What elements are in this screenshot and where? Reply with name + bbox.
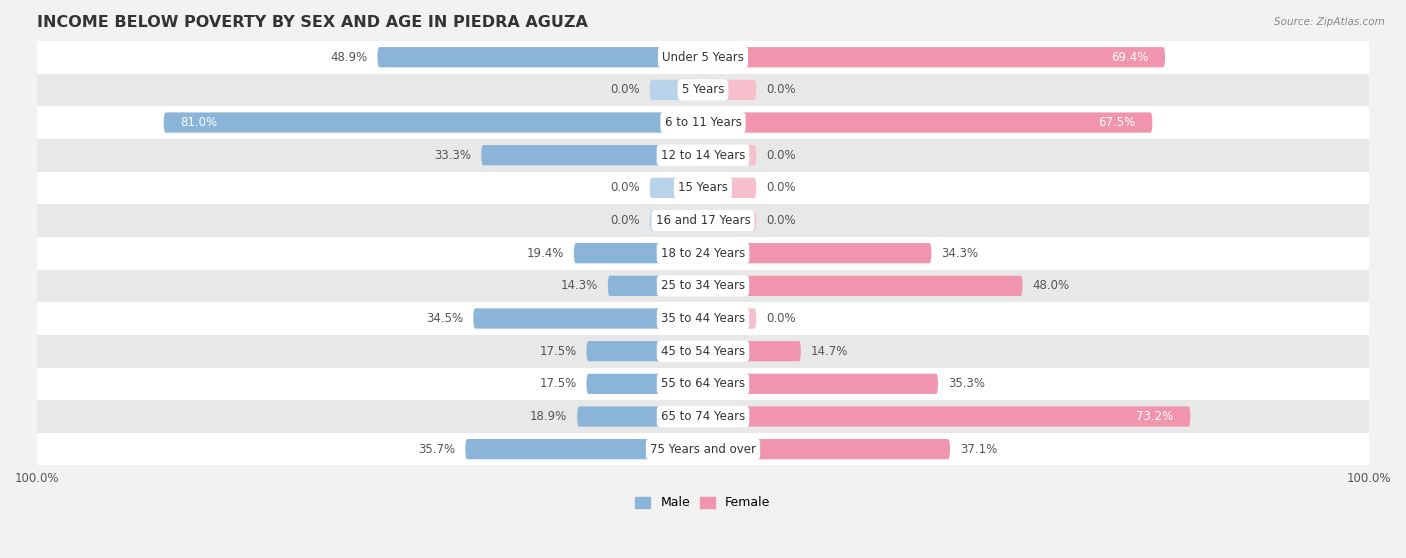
- Text: 14.7%: 14.7%: [811, 345, 848, 358]
- Text: 35 to 44 Years: 35 to 44 Years: [661, 312, 745, 325]
- FancyBboxPatch shape: [586, 341, 703, 361]
- FancyBboxPatch shape: [650, 80, 703, 100]
- FancyBboxPatch shape: [703, 145, 756, 165]
- FancyBboxPatch shape: [474, 309, 703, 329]
- Text: 34.3%: 34.3%: [942, 247, 979, 259]
- Text: 81.0%: 81.0%: [180, 116, 218, 129]
- Text: 48.9%: 48.9%: [330, 51, 367, 64]
- FancyBboxPatch shape: [703, 112, 1153, 133]
- Text: INCOME BELOW POVERTY BY SEX AND AGE IN PIEDRA AGUZA: INCOME BELOW POVERTY BY SEX AND AGE IN P…: [37, 15, 588, 30]
- FancyBboxPatch shape: [607, 276, 703, 296]
- Text: 15 Years: 15 Years: [678, 181, 728, 194]
- FancyBboxPatch shape: [703, 243, 931, 263]
- Text: 12 to 14 Years: 12 to 14 Years: [661, 148, 745, 162]
- Text: 18.9%: 18.9%: [530, 410, 567, 423]
- Text: 17.5%: 17.5%: [540, 377, 576, 391]
- Text: 14.3%: 14.3%: [561, 280, 598, 292]
- Bar: [37, 400, 1369, 433]
- Text: 35.7%: 35.7%: [418, 442, 456, 456]
- Bar: [37, 368, 1369, 400]
- FancyBboxPatch shape: [703, 341, 801, 361]
- Bar: [37, 335, 1369, 368]
- Text: 73.2%: 73.2%: [1136, 410, 1174, 423]
- Text: 69.4%: 69.4%: [1111, 51, 1149, 64]
- Text: 67.5%: 67.5%: [1098, 116, 1136, 129]
- FancyBboxPatch shape: [703, 374, 938, 394]
- Bar: [37, 302, 1369, 335]
- FancyBboxPatch shape: [703, 309, 756, 329]
- Text: 6 to 11 Years: 6 to 11 Years: [665, 116, 741, 129]
- Bar: [37, 270, 1369, 302]
- FancyBboxPatch shape: [703, 276, 1022, 296]
- FancyBboxPatch shape: [650, 178, 703, 198]
- Bar: [37, 204, 1369, 237]
- FancyBboxPatch shape: [703, 178, 756, 198]
- Text: 48.0%: 48.0%: [1032, 280, 1070, 292]
- Bar: [37, 74, 1369, 106]
- Bar: [37, 41, 1369, 74]
- FancyBboxPatch shape: [163, 112, 703, 133]
- Bar: [37, 171, 1369, 204]
- FancyBboxPatch shape: [650, 210, 703, 230]
- Bar: [37, 106, 1369, 139]
- Bar: [37, 433, 1369, 465]
- FancyBboxPatch shape: [703, 439, 950, 459]
- FancyBboxPatch shape: [586, 374, 703, 394]
- Text: 0.0%: 0.0%: [766, 214, 796, 227]
- Text: 34.5%: 34.5%: [426, 312, 464, 325]
- Text: 0.0%: 0.0%: [766, 312, 796, 325]
- Text: 0.0%: 0.0%: [610, 181, 640, 194]
- Text: 5 Years: 5 Years: [682, 83, 724, 97]
- Text: 25 to 34 Years: 25 to 34 Years: [661, 280, 745, 292]
- Text: 17.5%: 17.5%: [540, 345, 576, 358]
- Text: 75 Years and over: 75 Years and over: [650, 442, 756, 456]
- Text: 35.3%: 35.3%: [948, 377, 986, 391]
- Text: 18 to 24 Years: 18 to 24 Years: [661, 247, 745, 259]
- FancyBboxPatch shape: [574, 243, 703, 263]
- FancyBboxPatch shape: [481, 145, 703, 165]
- FancyBboxPatch shape: [703, 47, 1166, 68]
- Text: 37.1%: 37.1%: [960, 442, 997, 456]
- Text: 0.0%: 0.0%: [766, 148, 796, 162]
- Text: 0.0%: 0.0%: [766, 181, 796, 194]
- Text: Source: ZipAtlas.com: Source: ZipAtlas.com: [1274, 17, 1385, 27]
- Text: 33.3%: 33.3%: [434, 148, 471, 162]
- Legend: Male, Female: Male, Female: [630, 492, 776, 514]
- Text: 0.0%: 0.0%: [766, 83, 796, 97]
- FancyBboxPatch shape: [703, 210, 756, 230]
- Text: Under 5 Years: Under 5 Years: [662, 51, 744, 64]
- Text: 55 to 64 Years: 55 to 64 Years: [661, 377, 745, 391]
- FancyBboxPatch shape: [465, 439, 703, 459]
- Text: 0.0%: 0.0%: [610, 83, 640, 97]
- Text: 45 to 54 Years: 45 to 54 Years: [661, 345, 745, 358]
- Text: 19.4%: 19.4%: [526, 247, 564, 259]
- Bar: [37, 237, 1369, 270]
- Text: 0.0%: 0.0%: [610, 214, 640, 227]
- Text: 16 and 17 Years: 16 and 17 Years: [655, 214, 751, 227]
- Text: 65 to 74 Years: 65 to 74 Years: [661, 410, 745, 423]
- FancyBboxPatch shape: [578, 406, 703, 427]
- Bar: [37, 139, 1369, 171]
- FancyBboxPatch shape: [703, 406, 1191, 427]
- FancyBboxPatch shape: [377, 47, 703, 68]
- FancyBboxPatch shape: [703, 80, 756, 100]
